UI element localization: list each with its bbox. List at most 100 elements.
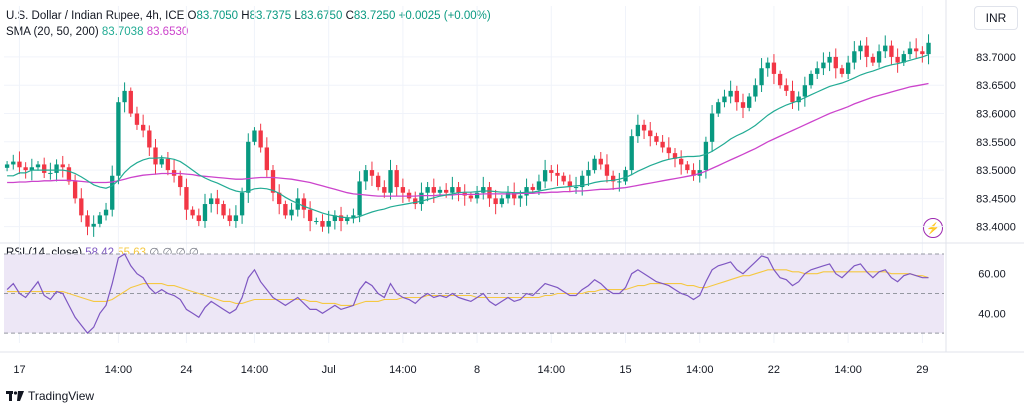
candle-body <box>920 51 925 55</box>
candle-body <box>332 215 338 222</box>
candle-body <box>246 141 251 193</box>
price-tick-label: 83.4500 <box>976 193 1016 205</box>
candle-body <box>610 175 616 182</box>
candle-body <box>233 215 239 222</box>
time-axis[interactable]: 17 14:00 24 14:00 Jul 14:00 8 14:00 15 14:00 22 14:… <box>13 364 928 376</box>
candle-body <box>221 204 226 216</box>
candle-body <box>580 175 585 188</box>
candle-body <box>110 175 115 210</box>
candle-body <box>524 187 529 196</box>
candle-body <box>79 198 84 216</box>
price-tick-label: 83.4000 <box>976 222 1016 234</box>
time-tick-label: 14:00 <box>686 364 714 376</box>
candle-body <box>827 56 832 63</box>
open-value: 83.7050 <box>196 10 239 22</box>
candle-body <box>394 170 399 188</box>
candle-body <box>128 90 133 114</box>
candle-body <box>598 158 603 165</box>
time-tick-label: 14:00 <box>834 364 862 376</box>
currency-button[interactable]: INR <box>974 6 1018 30</box>
candle-body <box>11 161 16 165</box>
brand-name: TradingView <box>28 389 95 403</box>
candle-body <box>209 198 214 205</box>
candle-body <box>907 48 913 55</box>
candle-body <box>227 215 232 222</box>
candle-body <box>382 187 387 193</box>
time-tick-label: 14:00 <box>389 364 417 376</box>
candle-body <box>283 204 288 216</box>
candle-body <box>159 158 164 165</box>
indicator-lines <box>6 54 929 334</box>
candle-body <box>4 164 10 168</box>
sma-label: SMA (20, 50, 200) <box>6 26 99 38</box>
candle-body <box>277 192 282 205</box>
time-tick-label: Jul <box>322 364 336 376</box>
candle-body <box>444 189 449 193</box>
candle-body <box>722 96 727 103</box>
candle-body <box>759 68 764 86</box>
time-tick-label: 8 <box>474 364 480 376</box>
candle-body <box>239 192 245 216</box>
candle-body <box>29 167 34 171</box>
candle-body <box>357 181 362 216</box>
candle-body <box>586 170 591 176</box>
low-label: L <box>294 10 301 22</box>
time-tick-label: 14:00 <box>538 364 566 376</box>
time-tick-label: 29 <box>916 364 928 376</box>
rsi-ma-line <box>7 269 929 306</box>
candle-body <box>468 195 474 199</box>
candle-body <box>635 124 641 137</box>
candle-body <box>685 164 690 171</box>
candle-body <box>270 170 276 193</box>
lightning-icon[interactable]: ⚡ <box>923 218 943 238</box>
candle-body <box>72 181 78 199</box>
candles <box>4 34 931 237</box>
candle-body <box>35 164 41 168</box>
time-tick-label: 17 <box>13 364 25 376</box>
candle-body <box>122 90 127 103</box>
price-axis[interactable]: 83.7000 83.6500 83.6000 83.5500 83.5000 83.45… <box>976 52 1016 320</box>
candle-body <box>17 161 22 168</box>
candle-body <box>258 130 263 148</box>
candle-body <box>153 147 158 165</box>
candle-body <box>555 172 560 176</box>
candle-body <box>48 172 53 174</box>
sma-legend[interactable]: SMA (20, 50, 200) 83.7038 83.6530 <box>6 26 188 38</box>
candle-body <box>852 51 857 63</box>
rsi-band <box>4 253 944 334</box>
candle-body <box>97 215 103 224</box>
candle-body <box>709 113 715 142</box>
symbol-label: U.S. Dollar / Indian Rupee, 4h, ICE <box>6 10 185 22</box>
candle-body <box>542 170 548 182</box>
candle-body <box>703 141 709 171</box>
candle-body <box>926 42 931 55</box>
candle-body <box>629 136 634 171</box>
brand-logo[interactable]: TradingView <box>6 389 94 403</box>
candle-body <box>648 130 653 137</box>
candle-body <box>858 45 863 52</box>
price-tick-label: 83.5500 <box>976 137 1016 149</box>
candle-body <box>771 62 777 74</box>
price-tick-label: 83.6000 <box>976 109 1016 121</box>
candle-body <box>512 192 517 199</box>
sma50-line <box>7 82 929 197</box>
candle-body <box>493 198 498 205</box>
candle-body <box>530 187 535 190</box>
candle-body <box>870 56 876 63</box>
candle-body <box>165 158 171 171</box>
candle-body <box>178 175 183 188</box>
candle-body <box>821 62 826 69</box>
candle-body <box>215 198 220 205</box>
price-legend: U.S. Dollar / Indian Rupee, 4h, ICE O83.… <box>6 10 491 22</box>
chart-canvas[interactable]: 83.7000 83.6500 83.6000 83.5500 83.5000 83.45… <box>0 0 1024 380</box>
candle-body <box>567 181 573 188</box>
price-tick-label: 83.7000 <box>976 52 1016 64</box>
candle-body <box>864 45 869 57</box>
candle-body <box>604 164 610 176</box>
candle-body <box>23 167 28 171</box>
candle-body <box>369 170 375 176</box>
candle-body <box>889 45 894 57</box>
low-value: 83.6750 <box>300 10 343 22</box>
candle-body <box>338 215 344 222</box>
candle-body <box>91 223 96 227</box>
